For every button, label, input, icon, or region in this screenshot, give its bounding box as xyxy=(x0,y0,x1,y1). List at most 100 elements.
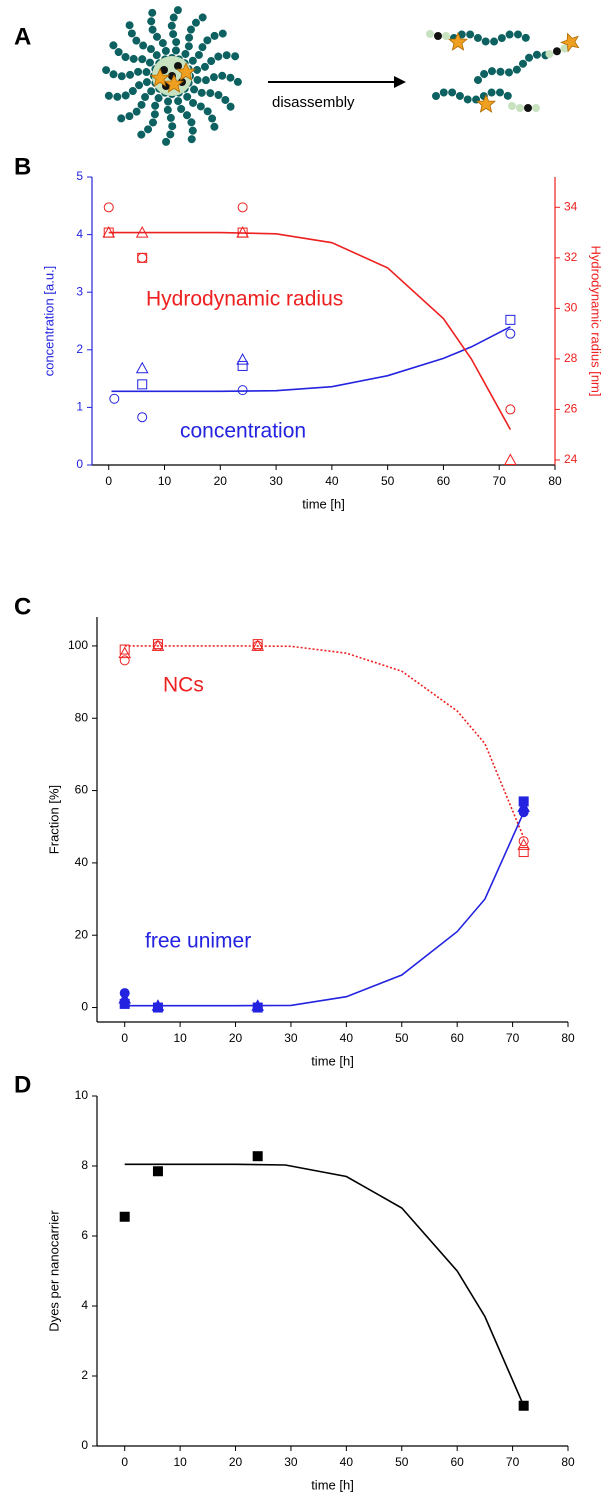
y-tick-label: 0 xyxy=(81,1000,88,1014)
point xyxy=(237,202,248,213)
point xyxy=(505,404,516,415)
y-tick-label: 6 xyxy=(81,1228,88,1242)
fit-line xyxy=(111,326,511,393)
x-tick-label: 0 xyxy=(105,474,112,488)
point xyxy=(118,646,132,659)
x-tick-label: 30 xyxy=(284,1031,298,1045)
point xyxy=(137,379,148,390)
x-tick-label: 80 xyxy=(561,1031,575,1045)
point xyxy=(505,328,516,339)
y2-tick-label: 26 xyxy=(564,402,578,416)
point xyxy=(119,1211,130,1222)
point xyxy=(137,412,148,423)
y-tick-label: 100 xyxy=(68,638,88,652)
x-tick-label: 80 xyxy=(561,1455,575,1469)
x-tick-label: 10 xyxy=(173,1031,187,1045)
x-axis-label: time [h] xyxy=(311,1053,354,1068)
y-axis-label: concentration [a.u.] xyxy=(41,266,56,377)
y-tick-label: 20 xyxy=(75,927,89,941)
y-tick-label: 3 xyxy=(76,284,83,298)
point xyxy=(517,838,531,850)
x-tick-label: 40 xyxy=(340,1455,354,1469)
y-tick-label: 80 xyxy=(75,710,89,724)
x-tick-label: 10 xyxy=(173,1455,187,1469)
y-tick-label: 2 xyxy=(76,342,83,356)
y2-tick-label: 24 xyxy=(564,452,578,466)
x-tick-label: 50 xyxy=(381,474,395,488)
point xyxy=(505,314,516,325)
y-tick-label: 40 xyxy=(75,855,89,869)
y-axis-label: Dyes per nanocarrier xyxy=(46,1210,61,1332)
y-tick-label: 0 xyxy=(81,1438,88,1452)
point xyxy=(135,361,149,374)
point xyxy=(236,353,249,365)
y-tick-label: 4 xyxy=(76,227,83,241)
x-tick-label: 20 xyxy=(229,1455,243,1469)
y-tick-label: 4 xyxy=(81,1298,88,1312)
x-tick-label: 0 xyxy=(121,1455,128,1469)
x-tick-label: 30 xyxy=(269,474,283,488)
x-tick-label: 60 xyxy=(437,474,451,488)
y-axis-label: Fraction [%] xyxy=(46,785,61,854)
y-tick-label: 8 xyxy=(81,1158,88,1172)
point xyxy=(236,226,249,238)
fit-line xyxy=(124,645,525,838)
panel-label: D xyxy=(14,1071,31,1098)
point xyxy=(119,644,130,655)
x-tick-label: 70 xyxy=(506,1031,520,1045)
arrow-label: disassembly xyxy=(272,94,355,111)
point xyxy=(251,639,265,651)
x-tick-label: 60 xyxy=(450,1031,464,1045)
annotation: Hydrodynamic radius xyxy=(146,288,343,311)
y2-tick-label: 30 xyxy=(564,301,578,315)
x-tick-label: 30 xyxy=(284,1455,298,1469)
annotation: free unimer xyxy=(145,930,251,953)
x-axis-label: time [h] xyxy=(311,1477,354,1492)
y-tick-label: 0 xyxy=(76,457,83,471)
point xyxy=(517,800,531,812)
y2-axis-label: Hydrodynamic radius [nm] xyxy=(589,246,604,397)
x-tick-label: 70 xyxy=(506,1455,520,1469)
panel-label: B xyxy=(14,153,31,180)
micelle-illustration xyxy=(106,10,238,142)
point xyxy=(118,991,132,1004)
fit-line xyxy=(108,231,512,430)
y-tick-label: 60 xyxy=(75,783,89,797)
unimer-illustration xyxy=(426,30,583,113)
point xyxy=(518,847,529,858)
annotation: NCs xyxy=(163,674,204,697)
y-tick-label: 10 xyxy=(75,1088,89,1102)
point xyxy=(137,252,148,263)
x-tick-label: 40 xyxy=(340,1031,354,1045)
x-tick-label: 80 xyxy=(548,474,562,488)
panel-label: A xyxy=(14,23,31,50)
point xyxy=(252,1151,263,1162)
x-axis-label: time [h] xyxy=(302,496,345,511)
x-tick-label: 10 xyxy=(158,474,172,488)
x-tick-label: 50 xyxy=(395,1031,409,1045)
fit-line xyxy=(124,1163,525,1407)
x-tick-label: 50 xyxy=(395,1455,409,1469)
y-tick-label: 1 xyxy=(76,400,83,414)
fit-line xyxy=(124,811,525,1007)
x-tick-label: 20 xyxy=(229,1031,243,1045)
point xyxy=(119,655,130,666)
x-tick-label: 0 xyxy=(121,1031,128,1045)
y-tick-label: 2 xyxy=(81,1368,88,1382)
x-tick-label: 70 xyxy=(493,474,507,488)
point xyxy=(152,1166,163,1177)
y2-tick-label: 34 xyxy=(564,199,578,213)
y2-tick-label: 28 xyxy=(564,351,578,365)
point xyxy=(504,453,517,465)
point xyxy=(237,385,248,396)
point xyxy=(109,393,120,404)
y2-tick-label: 32 xyxy=(564,250,578,264)
x-tick-label: 60 xyxy=(450,1455,464,1469)
y-tick-label: 5 xyxy=(76,169,83,183)
panel-label: C xyxy=(14,593,31,620)
annotation: concentration xyxy=(180,420,306,443)
arrow-head xyxy=(394,76,406,88)
point xyxy=(103,202,114,213)
